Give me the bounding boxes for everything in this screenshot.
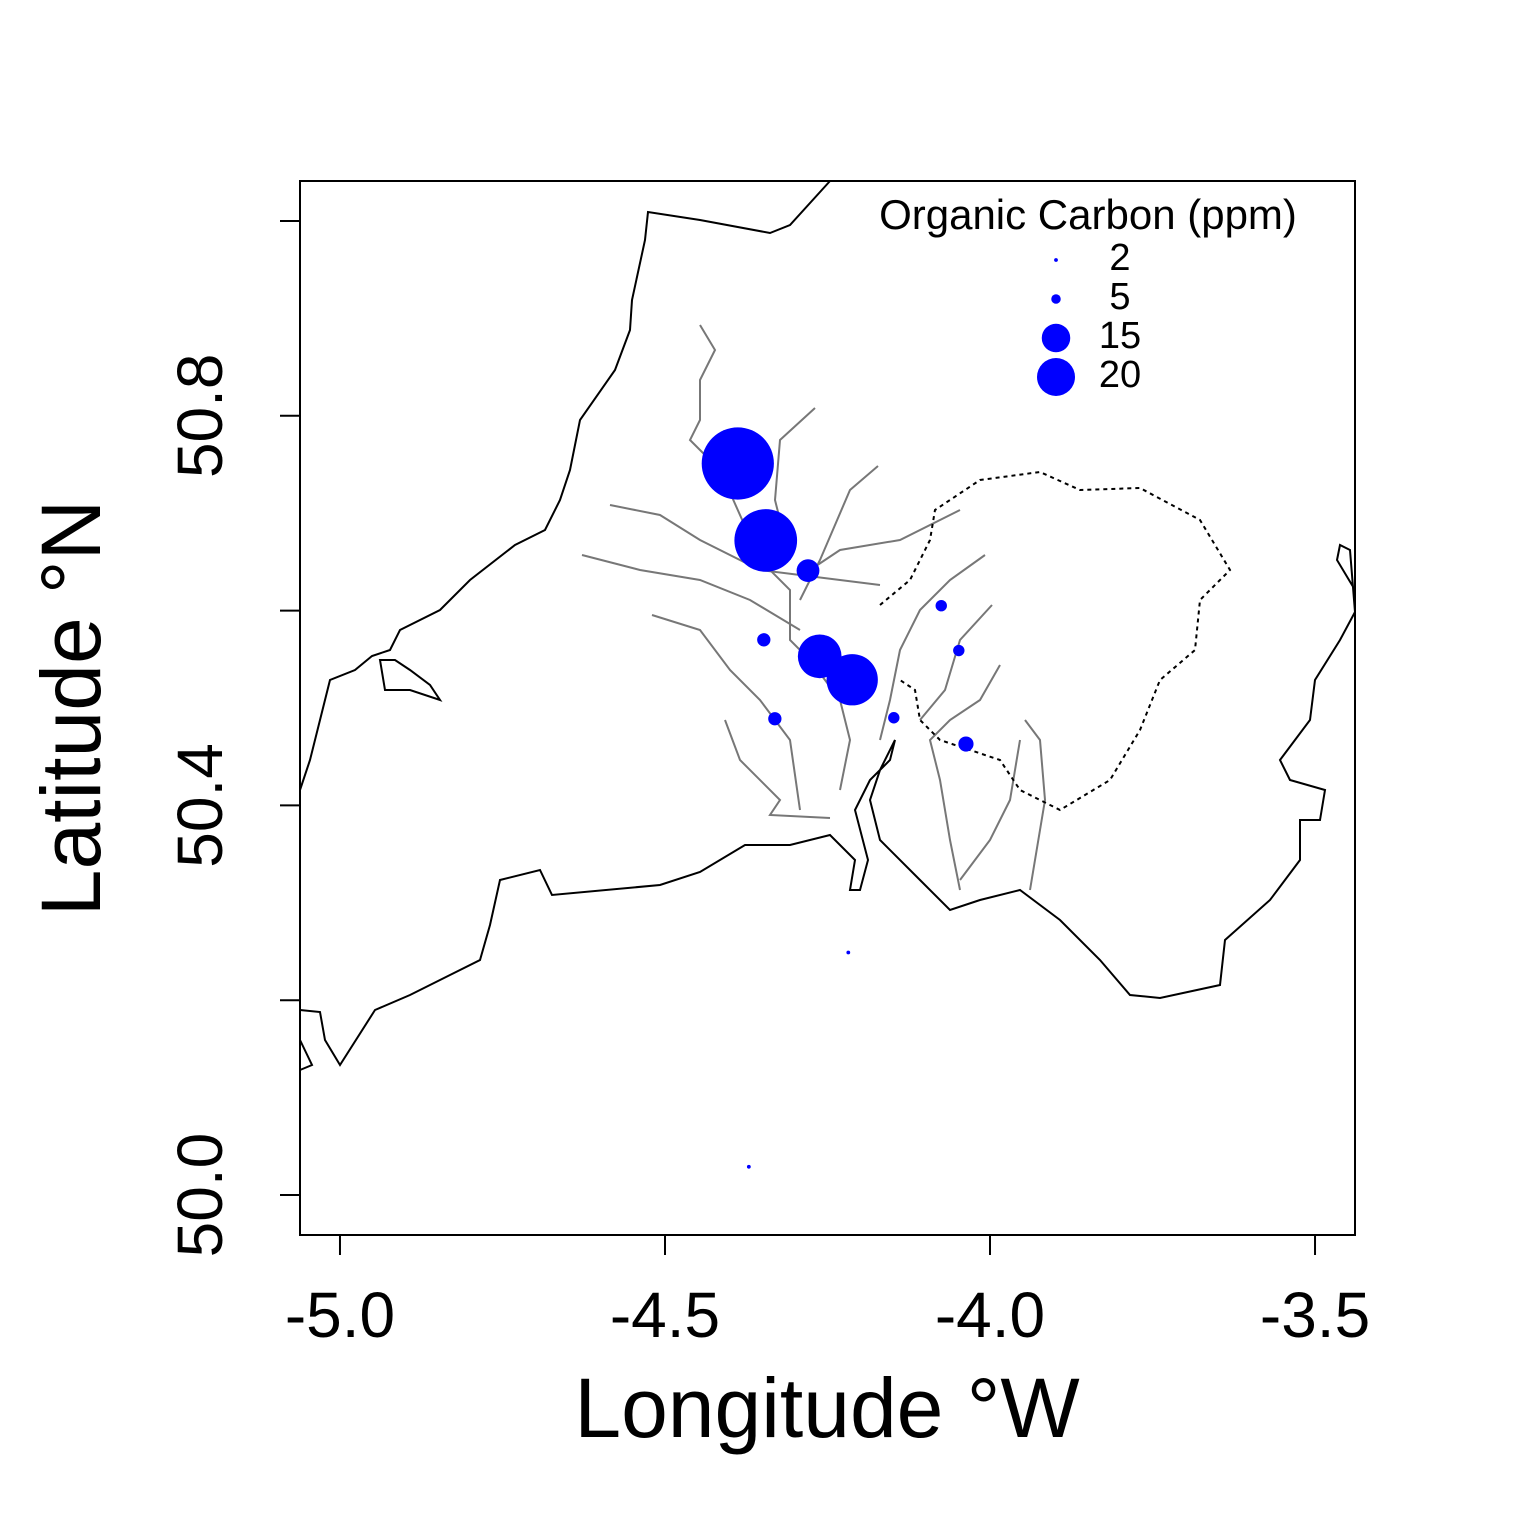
y-tick-label: 50.8 (164, 353, 236, 478)
legend-label: 15 (1099, 315, 1141, 357)
x-axis-title: Longitude °W (574, 1361, 1079, 1455)
coastline (1335, 543, 1356, 613)
bubble (768, 712, 782, 726)
x-tick-label: -4.0 (935, 1279, 1045, 1351)
legend-marker (1037, 358, 1075, 396)
legend-marker (1051, 294, 1061, 304)
x-tick-label: -3.5 (1260, 1279, 1370, 1351)
bubble (846, 950, 851, 955)
bubble (746, 1164, 751, 1169)
coastline (299, 180, 831, 791)
x-tick-label: -5.0 (285, 1279, 395, 1351)
legend-marker (1054, 258, 1058, 262)
bubble (734, 509, 798, 572)
legend-label: 2 (1109, 237, 1130, 279)
legend-title: Organic Carbon (ppm) (879, 191, 1297, 238)
y-tick-label: 50.4 (164, 743, 236, 868)
y-tick-label: 50.0 (164, 1133, 236, 1258)
legend-label: 20 (1099, 354, 1141, 396)
bubble (701, 427, 774, 500)
y-axis-title: Latitude °N (24, 500, 118, 917)
bubble (953, 644, 965, 657)
bubble (888, 712, 900, 724)
coastline (299, 1039, 314, 1071)
bubble (757, 633, 771, 647)
map-outlines (299, 180, 1356, 1071)
legend-label: 5 (1109, 276, 1130, 318)
plot-frame (299, 180, 1356, 1236)
coastline (299, 611, 1356, 1067)
bubble (796, 559, 820, 583)
river (581, 407, 1047, 891)
coastline (378, 659, 443, 702)
x-tick-label: -4.5 (610, 1279, 720, 1351)
bubble (958, 736, 974, 752)
bubble (935, 600, 947, 612)
bubble (826, 654, 878, 706)
legend-marker (1041, 323, 1071, 353)
